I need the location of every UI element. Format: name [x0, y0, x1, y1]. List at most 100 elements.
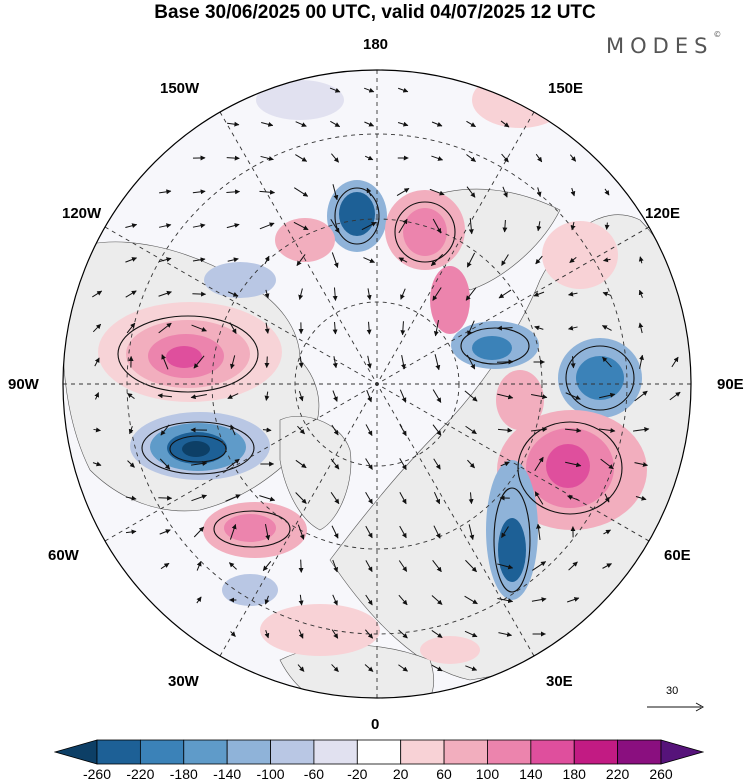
positive-anomaly [275, 218, 335, 262]
streamline-contour [117, 315, 259, 393]
map-title: Base 30/06/2025 00 UTC, valid 04/07/2025… [154, 2, 596, 23]
wind-vector-arrow [398, 218, 408, 234]
wind-vector-arrow [227, 121, 240, 127]
wind-vector-arrow [638, 289, 644, 298]
wind-vector-arrow [535, 255, 543, 265]
colorbar [54, 739, 704, 765]
longitude-label-30w: 30W [168, 673, 199, 690]
wind-vector-arrow [635, 495, 647, 501]
wind-vector-arrow [568, 291, 578, 297]
wind-vector-arrow [501, 153, 509, 163]
reference-vector-arrow-icon [647, 702, 705, 712]
wind-vector-arrow [159, 189, 172, 195]
colorbar-segment [617, 739, 662, 765]
wind-vector-arrow [497, 597, 514, 604]
wind-vector-arrow [226, 189, 241, 195]
wind-vector-arrow [570, 356, 576, 369]
wind-vector-arrow [191, 494, 208, 502]
wind-vector-arrow [331, 525, 339, 539]
wind-vector-arrow [331, 153, 339, 163]
wind-vector-arrow [496, 359, 514, 365]
colorbar-tick-label: -260 [82, 766, 112, 782]
wind-vector-arrow [604, 222, 610, 230]
wind-vector-arrow [497, 427, 513, 433]
wind-vector-arrow [225, 494, 241, 502]
positive-anomaly [224, 514, 276, 542]
colorbar-tick-label: 260 [649, 766, 673, 782]
wind-vector-arrow [468, 492, 474, 505]
wind-vector-arrow [603, 257, 611, 263]
wind-vector-arrow [264, 322, 270, 334]
wind-vector-arrow [192, 257, 206, 263]
wind-vector-arrow [534, 491, 544, 505]
wind-vector-arrow [93, 427, 101, 433]
meridian-150w-30e [219, 111, 535, 657]
colorbar-segment [183, 739, 228, 765]
wind-vector-arrow [125, 223, 138, 229]
wind-vector-arrow [157, 393, 173, 399]
wind-vector-arrow [429, 188, 445, 196]
colorbar-tick-label: 220 [605, 766, 630, 782]
wind-vector-arrow [602, 291, 612, 297]
wind-vector-arrow [466, 252, 476, 268]
wind-vector-arrow [602, 356, 612, 368]
colorbar-tick-label: -20 [347, 766, 368, 782]
wind-vector-arrow [500, 120, 510, 128]
wind-vector-arrow [125, 290, 137, 298]
wind-vector-arrow [264, 289, 270, 299]
wind-vector-arrow [400, 321, 406, 336]
colorbar-tick-label: -140 [213, 766, 242, 782]
wind-vector-arrow [568, 561, 578, 571]
wind-vector-arrow [364, 87, 375, 93]
colorbar-tick-label: -180 [169, 766, 198, 782]
map-boundary [62, 69, 692, 699]
colorbar-segment [530, 739, 575, 765]
wind-vector-arrow [431, 121, 443, 127]
positive-anomaly [420, 636, 480, 664]
wind-vector-arrow [599, 392, 616, 399]
wind-vector-arrow [227, 257, 239, 263]
wind-vector-arrow [465, 287, 477, 301]
wind-vector-arrow [260, 155, 274, 161]
wind-vector-arrow [226, 458, 240, 470]
wind-vector-arrow [365, 492, 373, 505]
wind-vector-arrow [158, 322, 172, 334]
wind-vector-arrow [565, 392, 581, 400]
wind-vector-arrow [94, 392, 100, 400]
wind-vector-arrow [296, 254, 306, 266]
streamline-contour [493, 487, 531, 593]
wind-vector-arrow [638, 256, 644, 264]
wind-vector-arrow [259, 189, 276, 195]
wind-vector-arrow [569, 154, 577, 162]
wind-vector-arrow [399, 424, 407, 437]
streamline-contour [169, 435, 227, 463]
wind-vector-arrow [365, 458, 373, 470]
wind-vector-arrow [364, 664, 374, 672]
wind-vector-arrow [366, 389, 372, 403]
wind-vector-arrow [94, 357, 100, 367]
wind-vector-arrow [92, 461, 102, 467]
wind-vector-arrow [364, 121, 375, 127]
wind-vector-arrow [534, 456, 544, 472]
wind-vector-arrow [331, 424, 339, 436]
wind-vector-arrow [399, 491, 407, 505]
positive-anomaly [430, 266, 470, 334]
wind-vector-arrow [298, 629, 304, 639]
wind-vector-arrow [536, 221, 542, 232]
wind-vector-arrow [569, 257, 577, 263]
wind-vector-arrow [570, 221, 576, 231]
wind-vector-arrow [128, 426, 134, 435]
wind-vector-arrow [567, 597, 580, 603]
wind-vector-arrow [430, 254, 444, 266]
wind-vector-arrow [330, 218, 340, 234]
wind-vector-arrow [497, 393, 514, 400]
wind-vector-arrow [399, 458, 407, 471]
wind-vector-arrow [434, 354, 441, 371]
anomaly-shading [98, 72, 647, 664]
positive-anomaly [166, 346, 202, 368]
wind-vector-arrow [193, 355, 205, 369]
wind-vector-arrow [532, 561, 547, 571]
wind-vector-arrow [366, 321, 372, 335]
positive-anomaly [496, 370, 544, 430]
colorbar-segment [443, 739, 488, 765]
